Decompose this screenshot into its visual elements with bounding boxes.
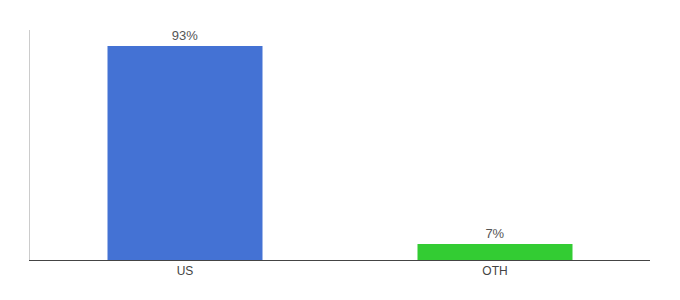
svg-text:OTH: OTH	[482, 264, 507, 278]
svg-text:7%: 7%	[485, 226, 504, 241]
svg-text:93%: 93%	[172, 28, 198, 43]
svg-text:US: US	[177, 264, 194, 278]
